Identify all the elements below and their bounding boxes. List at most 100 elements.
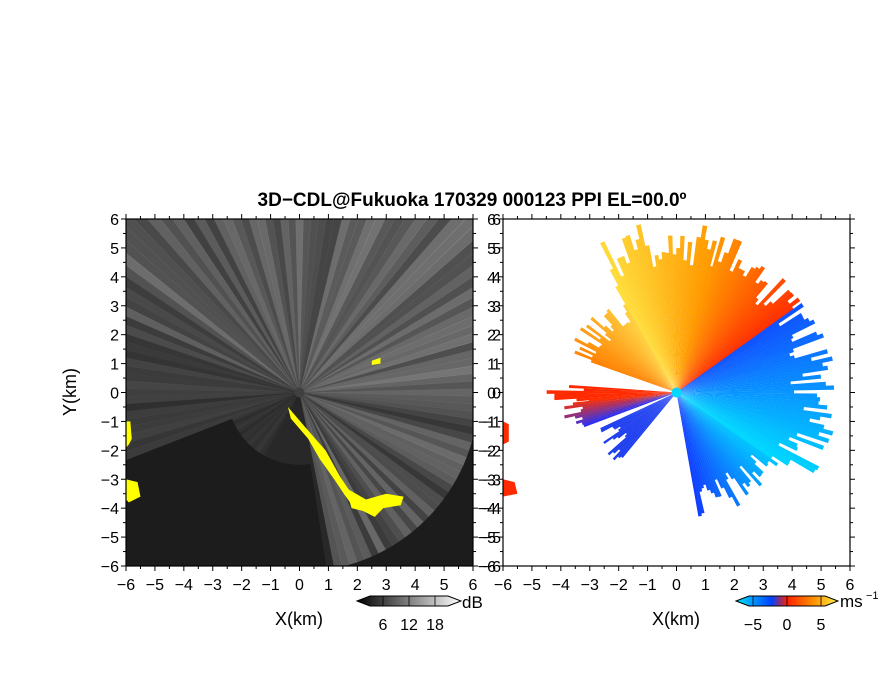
left-intensity-beam [247, 392, 300, 445]
right-velocity-sector-approaching [676, 392, 779, 467]
right-velocity-sector-approaching [676, 316, 805, 393]
left-intensity-beam [299, 219, 335, 393]
right-velocity-sector-approaching [676, 392, 762, 478]
right-velocity-sector-receding [676, 236, 702, 393]
right-x-tick-label: −5 [523, 577, 541, 594]
right-velocity-sector-mixed [581, 392, 677, 425]
right-velocity-sector-receding [574, 350, 677, 393]
right-velocity-sector-approaching [618, 392, 677, 451]
left-y-tick-label: −6 [101, 559, 119, 576]
velocity-colorbar-unit: ms [840, 592, 863, 611]
velocity-colorbar-tick-label: −5 [744, 617, 762, 634]
right-velocity-sector-receding [676, 225, 708, 393]
right-velocity-sector-receding [676, 266, 760, 393]
right-velocity-sector-receding [546, 390, 677, 394]
right-y-tick-label-inner: 2 [492, 328, 501, 345]
velocity-colorbar-unit-exponent: −1 [866, 590, 879, 602]
right-velocity-sector-receding [676, 260, 687, 393]
left-intensity-beam [239, 392, 300, 436]
right-velocity-sector-approaching [676, 390, 795, 394]
right-velocity-sector-approaching [676, 392, 828, 410]
right-velocity-sector-receding [621, 237, 677, 393]
velocity-colorbar: −5 0 5 ms −1 [734, 590, 879, 634]
left-y-axis-label: Y(km) [60, 368, 80, 416]
right-velocity-sector-receding [610, 324, 677, 393]
left-y-tick-label: −1 [101, 414, 119, 431]
right-velocity-sector-approaching [676, 392, 742, 468]
right-velocity-sector-receding [676, 281, 759, 393]
right-velocity-sector-receding [620, 275, 677, 393]
right-y-tick-label-inner: −4 [483, 501, 501, 518]
left-intensity-beam [126, 388, 300, 397]
right-velocity-sector-mixed [575, 392, 677, 425]
left-intensity-beam [299, 219, 368, 393]
right-y-tick-label: −3 [478, 472, 496, 489]
left-intensity-beam [299, 219, 405, 393]
right-x-tick-label: −6 [494, 577, 512, 594]
right-velocity-sector-approaching [676, 392, 745, 485]
left-masked-region [287, 406, 361, 509]
left-intensity-beam [126, 373, 300, 393]
left-intensity-beam [279, 392, 300, 463]
right-velocity-sector-approaching [676, 392, 780, 446]
left-y-tick-label: 0 [110, 386, 119, 403]
left-intensity-beam [299, 392, 473, 436]
left-intensity-beam [299, 219, 439, 393]
left-intensity-beam [280, 219, 300, 393]
right-velocity-sector-approaching [676, 392, 804, 411]
left-intensity-beam [126, 392, 300, 405]
db-colorbar: 6 12 18 dB [355, 593, 483, 634]
right-velocity-sector-approaching [676, 317, 810, 393]
right-velocity-sector-approaching [676, 348, 794, 393]
right-velocity-sector-approaching [676, 333, 825, 393]
right-velocity-sector-receding [676, 265, 766, 393]
right-velocity-sector-mixed [583, 392, 677, 428]
right-velocity-sector-receding [676, 259, 743, 393]
left-intensity-beam [299, 392, 379, 557]
left-intensity-beam [237, 392, 300, 433]
right-velocity-sector-approaching [612, 392, 677, 461]
right-velocity-sector-approaching [676, 392, 725, 489]
left-intensity-beam [299, 392, 470, 458]
right-velocity-sector-receding [676, 275, 746, 393]
right-velocity-sector-approaching [676, 392, 825, 451]
left-intensity-beam [299, 392, 430, 523]
right-x-tick-label: 0 [672, 577, 681, 594]
right-scan-origin [671, 387, 682, 398]
right-velocity-sector-approaching [676, 392, 718, 481]
right-velocity-sector-receding [609, 268, 677, 393]
right-velocity-sector-receding [625, 234, 677, 393]
right-velocity-sector-receding [676, 266, 756, 393]
right-velocity-sector-receding [606, 308, 677, 393]
right-x-tick-label: 3 [759, 577, 768, 594]
left-x-tick-label: 6 [469, 577, 478, 594]
left-x-tick-label: 0 [295, 577, 304, 594]
right-velocity-sector-receding [605, 312, 677, 393]
right-y-tick-label: −1 [478, 414, 496, 431]
right-x-tick-label: −3 [581, 577, 599, 594]
left-axis-ticks: −6−6 −5 −5 −4 −4 −3 −3 −2 −2 −1 −1 0 0 1 1 2 2 3 3 4 4 5 5 6 6 [101, 212, 478, 594]
right-velocity-sector-receding [676, 292, 795, 393]
left-intensity-beam [126, 253, 300, 393]
left-intensity-beam [299, 392, 435, 517]
left-intensity-beam [299, 219, 319, 393]
left-masked-region [126, 421, 132, 448]
right-velocity-sector-receding [628, 321, 677, 393]
right-x-tick-label: −2 [610, 577, 628, 594]
right-y-tick-label-inner: 6 [492, 212, 501, 229]
right-velocity-sector-approaching [676, 392, 820, 436]
right-velocity-sector-receding [600, 241, 677, 393]
right-y-tick-label-inner: −5 [483, 530, 501, 547]
right-velocity-sector-approaching [625, 392, 677, 435]
left-intensity-beam [299, 219, 386, 393]
velocity-colorbar-ticks: −5 0 5 [744, 596, 826, 634]
right-velocity-sector-receding [616, 257, 677, 393]
right-velocity-sector-receding [612, 329, 677, 393]
left-intensity-beam [299, 392, 473, 443]
velocity-colorbar-tick-label: 0 [783, 617, 792, 634]
right-y-tick-label-inner: −1 [483, 414, 501, 431]
left-x-tick-label: −1 [261, 577, 279, 594]
left-intensity-beam [299, 219, 395, 393]
right-velocity-sector-receding [676, 267, 742, 393]
right-velocity-sector-approaching [676, 392, 728, 474]
